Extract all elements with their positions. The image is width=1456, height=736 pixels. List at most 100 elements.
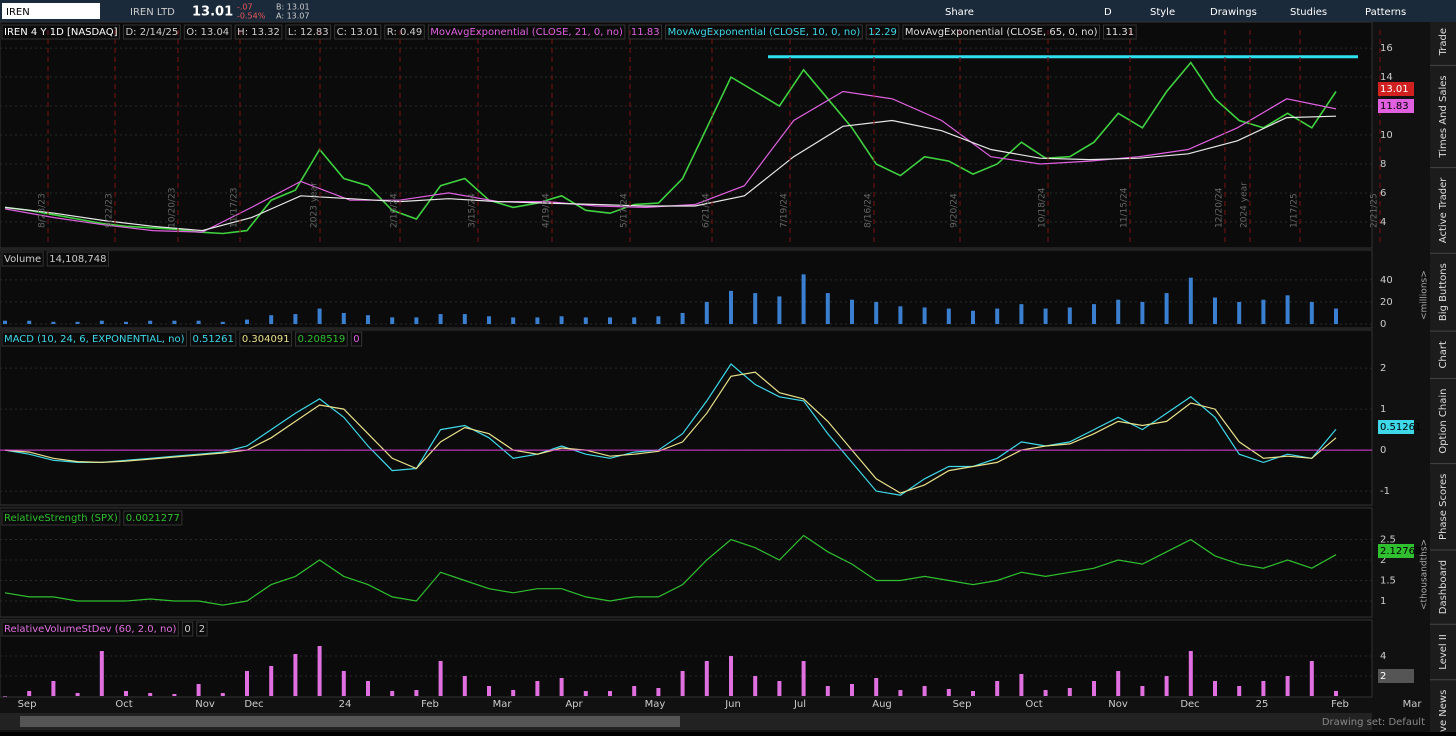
toolbar-button[interactable]: D — [1104, 7, 1112, 18]
header-text: 0.304091 — [242, 334, 290, 345]
date-label: 2/16/24 — [390, 193, 400, 228]
bar — [462, 676, 467, 696]
date-label: 12/20/24 — [1215, 187, 1225, 228]
header-text: 0.51261 — [192, 334, 233, 345]
y-tick-label: 8 — [1380, 159, 1386, 170]
bar — [535, 681, 540, 696]
header-box — [902, 24, 1101, 40]
bar — [1213, 297, 1217, 325]
header-text: R: 0.49 — [387, 27, 422, 38]
header-box — [334, 24, 382, 40]
toolbar-button[interactable]: Style — [1150, 7, 1175, 18]
header-box — [196, 621, 208, 637]
bar — [1309, 661, 1314, 696]
bar — [704, 661, 709, 696]
bar — [583, 317, 588, 325]
bar — [729, 656, 733, 696]
header-text: C: 13.01 — [337, 27, 379, 38]
header-text: MovAvgExponential (CLOSE, 21, 0, no) — [430, 27, 623, 38]
x-tick-label: Nov — [195, 699, 215, 710]
header-box — [122, 24, 181, 40]
bar — [777, 296, 782, 325]
sidebar-tab[interactable]: Times And Sales — [1438, 75, 1449, 158]
header-text: 11.31 — [1106, 27, 1135, 38]
y-tick-label: 14 — [1380, 72, 1393, 83]
y-tick-label: 0 — [1380, 445, 1386, 456]
bar — [801, 661, 806, 696]
bar — [1043, 690, 1048, 696]
y-tick-label: 0 — [1380, 319, 1386, 330]
sidebar-tab[interactable]: Level II — [1438, 634, 1449, 669]
bar — [1237, 686, 1242, 696]
price-tag — [1378, 544, 1414, 558]
y-tick-label: 2 — [1380, 363, 1386, 374]
scroll-thumb[interactable] — [20, 716, 680, 727]
bar — [1261, 681, 1266, 696]
sidebar-tab[interactable]: Active Trader — [1438, 177, 1449, 243]
date-label: 10/18/24 — [1038, 187, 1048, 228]
header-text: 12.29 — [868, 27, 897, 38]
y-tick-label: 10 — [1380, 130, 1393, 141]
y-tick-label: 2.5 — [1380, 535, 1396, 546]
header-box — [1, 621, 179, 637]
bar — [511, 690, 516, 696]
bar — [341, 671, 346, 696]
bar — [511, 317, 516, 325]
date-label: 4/19/24 — [542, 193, 552, 228]
bar — [148, 693, 153, 696]
bar — [487, 686, 491, 696]
header-text: 2 — [199, 624, 205, 635]
sidebar-tab[interactable]: Big Buttons — [1438, 263, 1449, 321]
x-tick-label: Dec — [244, 699, 263, 710]
symbol-box[interactable] — [2, 3, 100, 19]
header-box — [181, 621, 194, 637]
bar — [608, 691, 612, 696]
price-tag — [1378, 669, 1414, 683]
header-box — [285, 24, 332, 40]
toolbar-button[interactable]: Studies — [1290, 7, 1327, 18]
header-box — [1, 510, 121, 526]
bar — [1140, 301, 1145, 325]
sidebar-tab[interactable]: Live News — [1438, 690, 1449, 736]
bar — [1188, 277, 1193, 325]
sidebar-tab[interactable]: Dashboard — [1438, 560, 1449, 614]
sidebar-tab[interactable]: Phase Scores — [1438, 474, 1449, 540]
change-pct: -0.54% — [237, 12, 266, 21]
header-box — [1, 24, 120, 40]
toolbar-button[interactable]: Share — [945, 7, 974, 18]
header-text: MovAvgExponential (CLOSE, 65, 0, no) — [905, 27, 1098, 38]
price-tag — [1378, 420, 1414, 434]
bar — [850, 299, 854, 325]
x-tick-label: Dec — [1180, 699, 1199, 710]
bar — [1309, 301, 1314, 325]
toolbar-button[interactable]: Drawings — [1210, 7, 1257, 18]
x-tick-label: Jun — [724, 699, 741, 710]
price-tag-text: 13.01 — [1380, 84, 1409, 95]
bar — [27, 320, 32, 325]
sidebar-tab[interactable]: Option Chain — [1438, 389, 1449, 454]
bar — [1164, 676, 1169, 696]
change: -.07 — [237, 3, 253, 12]
y-tick-label: 1 — [1380, 596, 1386, 607]
header-text: MACD (10, 24, 6, EXPONENTIAL, no) — [4, 334, 185, 345]
bar — [825, 686, 830, 696]
toolbar-button[interactable]: Patterns — [1365, 7, 1406, 18]
header-box — [350, 331, 363, 347]
bar — [898, 306, 903, 325]
x-tick-label: May — [645, 699, 666, 710]
bar — [1285, 676, 1290, 696]
bar — [390, 691, 395, 696]
line — [4, 371, 1337, 494]
bar — [1261, 299, 1266, 325]
bar — [850, 684, 854, 696]
sidebar — [1430, 22, 1456, 732]
sidebar-tab[interactable]: Chart — [1438, 341, 1449, 369]
y-tick-label: -1 — [1380, 486, 1390, 497]
bar — [1019, 674, 1024, 696]
bar — [3, 320, 7, 325]
header-box — [239, 331, 293, 347]
toolbar — [0, 0, 1456, 22]
sidebar-tab[interactable]: Trade — [1438, 28, 1449, 56]
bar — [801, 274, 806, 325]
bar — [1092, 681, 1096, 696]
